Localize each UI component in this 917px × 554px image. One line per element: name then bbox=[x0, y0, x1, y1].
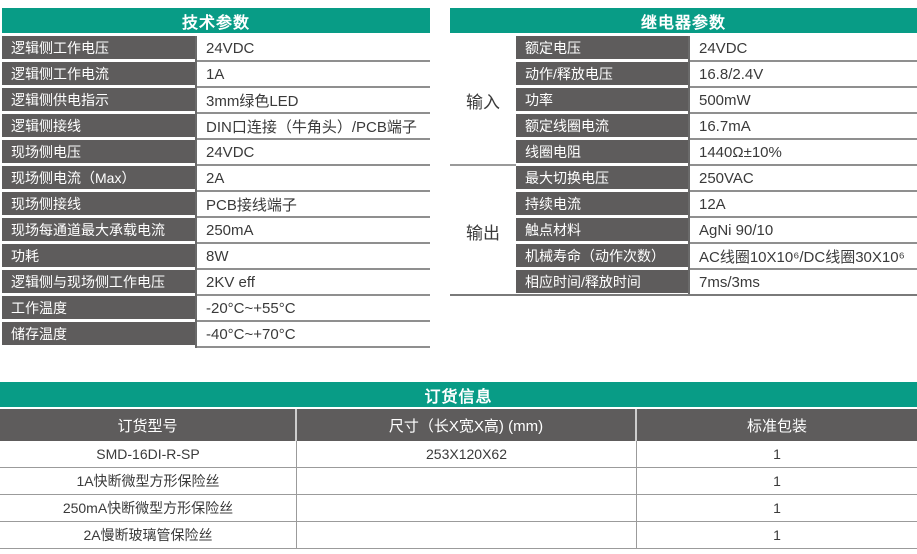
table-row: 2A慢断玻璃管保险丝 1 bbox=[0, 522, 917, 549]
tech-row-value: DIN口连接（牛角头）/PCB端子 bbox=[197, 114, 430, 140]
column-header-model: 订货型号 bbox=[0, 409, 297, 441]
relay-row-label: 功率 bbox=[516, 88, 688, 111]
relay-row-value: 500mW bbox=[690, 88, 917, 114]
column-header-package: 标准包装 bbox=[746, 417, 807, 435]
relay-parameters-title: 继电器参数 bbox=[450, 8, 917, 33]
table-row: SMD-16DI-R-SP 253X120X62 1 bbox=[0, 441, 917, 468]
relay-row-label: 动作/释放电压 bbox=[516, 62, 688, 85]
relay-row-value: AgNi 90/10 bbox=[690, 218, 917, 244]
order-model-cell: 2A慢断玻璃管保险丝 bbox=[0, 522, 297, 548]
tech-row-value: PCB接线端子 bbox=[197, 192, 430, 218]
tech-row-value: 8W bbox=[197, 244, 430, 270]
tech-row-label: 逻辑侧工作电流 bbox=[2, 62, 195, 85]
relay-row-value: AC线圈10X10⁶/DC线圈30X10⁶ bbox=[690, 244, 917, 270]
tech-row-label: 逻辑侧供电指示 bbox=[2, 88, 195, 111]
table-row: 250mA快断微型方形保险丝 1 bbox=[0, 495, 917, 522]
relay-value-column: 24VDC 16.8/2.4V 500mW 16.7mA 1440Ω±10% 2… bbox=[688, 36, 917, 296]
order-model-cell: SMD-16DI-R-SP bbox=[0, 441, 297, 467]
order-size-cell bbox=[297, 522, 637, 548]
order-package-cell: 1 bbox=[773, 446, 781, 462]
tech-row-value: 2A bbox=[197, 166, 430, 192]
relay-row-label: 额定线圈电流 bbox=[516, 114, 688, 137]
ordering-information-title: 订货信息 bbox=[0, 382, 917, 407]
tech-row-value: 250mA bbox=[197, 218, 430, 244]
relay-row-value: 7ms/3ms bbox=[690, 270, 917, 296]
tech-row-label: 现场侧电压 bbox=[2, 140, 195, 163]
relay-group-input-label: 输入 bbox=[450, 36, 516, 166]
ordering-header-row: 订货型号 尺寸（长X宽X高) (mm) 标准包装 bbox=[0, 409, 917, 441]
relay-row-label: 相应时间/释放时间 bbox=[516, 270, 688, 293]
relay-table-bottom-border bbox=[450, 294, 917, 296]
tech-row-label: 工作温度 bbox=[2, 296, 195, 319]
order-package-cell: 1 bbox=[773, 500, 781, 516]
order-size-cell bbox=[297, 468, 637, 494]
tech-row-value: 24VDC bbox=[197, 140, 430, 166]
tech-row-label: 逻辑侧与现场侧工作电压 bbox=[2, 270, 195, 293]
relay-row-label: 触点材料 bbox=[516, 218, 688, 241]
technical-parameters-title: 技术参数 bbox=[2, 8, 430, 33]
relay-row-value: 12A bbox=[690, 192, 917, 218]
tech-row-value: -20°C~+55°C bbox=[197, 296, 430, 322]
tech-label-column: 逻辑侧工作电压 逻辑侧工作电流 逻辑侧供电指示 逻辑侧接线 现场侧电压 现场侧电… bbox=[2, 36, 195, 348]
order-size-cell: 253X120X62 bbox=[297, 441, 637, 467]
table-row: 1A快断微型方形保险丝 1 bbox=[0, 468, 917, 495]
relay-row-label: 额定电压 bbox=[516, 36, 688, 59]
tech-row-value: -40°C~+70°C bbox=[197, 322, 430, 348]
tech-row-value: 1A bbox=[197, 62, 430, 88]
tech-row-value: 24VDC bbox=[197, 36, 430, 62]
order-model-cell: 250mA快断微型方形保险丝 bbox=[0, 495, 297, 521]
tech-row-label: 逻辑侧工作电压 bbox=[2, 36, 195, 59]
order-package-cell: 1 bbox=[773, 527, 781, 543]
ordering-information-table: 订货信息 订货型号 尺寸（长X宽X高) (mm) 标准包装 SMD-16DI-R… bbox=[0, 382, 917, 549]
order-model-cell: 1A快断微型方形保险丝 bbox=[0, 468, 297, 494]
relay-label-column: 额定电压 动作/释放电压 功率 额定线圈电流 线圈电阻 最大切换电压 持续电流 … bbox=[516, 36, 688, 296]
relay-row-value: 24VDC bbox=[690, 36, 917, 62]
relay-row-label: 机械寿命（动作次数） bbox=[516, 244, 688, 267]
relay-group-column: 输入 输出 bbox=[450, 36, 516, 296]
relay-row-value: 16.8/2.4V bbox=[690, 62, 917, 88]
order-size-cell bbox=[297, 495, 637, 521]
tech-row-label: 现场侧电流（Max） bbox=[2, 166, 195, 189]
tech-row-label: 现场每通道最大承载电流 bbox=[2, 218, 195, 241]
relay-row-value: 250VAC bbox=[690, 166, 917, 192]
relay-row-value: 1440Ω±10% bbox=[690, 140, 917, 166]
tech-value-column: 24VDC 1A 3mm绿色LED DIN口连接（牛角头）/PCB端子 24VD… bbox=[195, 36, 430, 348]
relay-row-label: 持续电流 bbox=[516, 192, 688, 215]
relay-group-output-label: 输出 bbox=[466, 223, 500, 243]
relay-parameters-table: 继电器参数 输入 输出 额定电压 动作/释放电压 功率 额定线圈电流 线圈电阻 … bbox=[450, 8, 917, 296]
technical-parameters-table: 技术参数 逻辑侧工作电压 逻辑侧工作电流 逻辑侧供电指示 逻辑侧接线 现场侧电压… bbox=[2, 8, 430, 348]
relay-row-label: 线圈电阻 bbox=[516, 140, 688, 163]
tech-row-label: 功耗 bbox=[2, 244, 195, 267]
tech-row-value: 3mm绿色LED bbox=[197, 88, 430, 114]
column-header-size: 尺寸（长X宽X高) (mm) bbox=[297, 409, 637, 441]
relay-parameters-body: 输入 输出 额定电压 动作/释放电压 功率 额定线圈电流 线圈电阻 最大切换电压… bbox=[450, 36, 917, 296]
tech-row-label: 现场侧接线 bbox=[2, 192, 195, 215]
order-package-cell: 1 bbox=[773, 473, 781, 489]
tech-row-label: 储存温度 bbox=[2, 322, 195, 345]
relay-row-value: 16.7mA bbox=[690, 114, 917, 140]
tech-row-label: 逻辑侧接线 bbox=[2, 114, 195, 137]
technical-parameters-body: 逻辑侧工作电压 逻辑侧工作电流 逻辑侧供电指示 逻辑侧接线 现场侧电压 现场侧电… bbox=[2, 36, 430, 348]
tech-row-value: 2KV eff bbox=[197, 270, 430, 296]
relay-row-label: 最大切换电压 bbox=[516, 166, 688, 189]
